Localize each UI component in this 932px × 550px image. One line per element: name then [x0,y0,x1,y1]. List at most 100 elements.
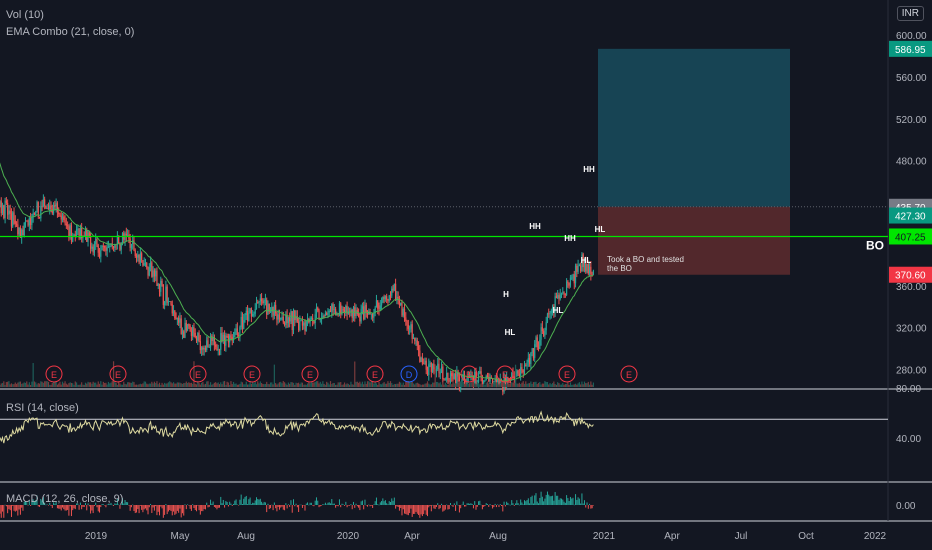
event-marker[interactable] [189,365,207,383]
macd-bar [515,503,517,505]
candle-body [332,304,334,310]
ema-line[interactable] [0,53,594,382]
event-marker[interactable] [243,365,261,383]
target-zone[interactable] [598,48,790,207]
macd-bar [387,504,389,505]
volume-bar [166,383,168,387]
volume-bar [197,381,199,387]
price-badge[interactable] [889,266,932,283]
candle-body [419,350,421,362]
volume-bar [139,383,141,387]
candle-body [172,310,175,314]
volume-bar [329,381,332,387]
volume-bar [303,384,305,387]
candle-body [489,377,491,382]
price-tick-label: 320.00 [896,324,927,335]
volume-indicator-label[interactable]: Vol (10) [6,9,44,21]
candle-body [138,254,140,263]
price-badge[interactable] [889,228,932,245]
macd-bar [180,505,182,518]
volume-bar [143,381,145,387]
macd-bar [471,503,473,505]
macd-bar [434,505,436,509]
candle-body [36,202,38,212]
volume-bar [61,381,64,387]
price-badge[interactable] [889,40,932,57]
macd-group [0,491,594,518]
event-marker[interactable] [620,365,638,383]
ema-indicator-label[interactable]: EMA Combo (21, close, 0) [6,26,135,38]
macd-bar [153,505,155,511]
volume-bar [172,382,175,387]
candle-body [259,298,261,302]
event-marker[interactable] [496,365,514,383]
candle-body [238,334,240,336]
volume-bar [269,382,272,387]
macd-bar [156,505,158,516]
macd-bar [377,504,379,505]
volume-bar [15,383,18,387]
volume-bar [513,382,515,387]
currency-badge[interactable]: INR [896,6,924,21]
volume-bar [425,383,427,387]
volume-bar [456,383,458,387]
price-badge[interactable] [889,207,932,224]
macd-bar [322,504,324,505]
volume-bar [458,381,461,387]
macd-bar [28,500,30,505]
candle-body [429,362,431,365]
macd-bar [381,501,383,505]
stop-loss-zone[interactable] [598,206,790,275]
rsi-indicator-label[interactable]: RSI (14, close) [6,402,79,414]
volume-bar [313,382,315,387]
candle-body [359,316,361,322]
volume-bar [198,383,200,387]
volume-bar [74,381,76,387]
candle-body [378,308,380,310]
macd-bar [365,505,367,506]
event-marker[interactable] [558,365,576,383]
macd-bar [501,505,503,507]
macd-bar [198,505,200,511]
event-marker[interactable] [460,365,478,383]
volume-bar [384,383,386,387]
event-marker[interactable] [45,365,63,383]
macd-bar [207,505,209,508]
volume-bar [199,384,201,387]
macd-bar [10,505,12,517]
candle-body [591,274,593,276]
candle-body [267,303,269,315]
macd-bar [525,501,527,505]
macd-bar [161,505,163,509]
candle-body [139,253,141,263]
volume-bar [520,383,522,387]
candle-body [327,312,329,316]
candle-body [264,299,267,301]
macd-bar [305,503,307,505]
event-marker[interactable] [400,365,418,383]
candle-body [425,360,427,370]
event-marker[interactable] [366,365,384,383]
rsi-line[interactable] [0,410,594,445]
candle-body [577,265,579,272]
candle-body [549,313,551,315]
volume-bar [164,382,166,387]
macd-indicator-label[interactable]: MACD (12, 26, close, 9) [6,493,124,505]
macd-bar [253,503,255,505]
macd-bar [455,505,457,511]
volume-bar [231,384,233,387]
volume-bar [227,382,230,387]
macd-bar [128,505,130,506]
candle-body [583,261,586,268]
macd-bar [125,502,127,505]
candle-body [346,306,348,314]
event-marker[interactable] [301,365,319,383]
candle-body [3,205,5,218]
swing-label: HL [505,328,516,337]
volume-bar [33,381,36,387]
macd-bar [456,501,458,505]
macd-bar [192,504,194,505]
candle-body [484,380,486,382]
event-marker[interactable] [109,365,127,383]
